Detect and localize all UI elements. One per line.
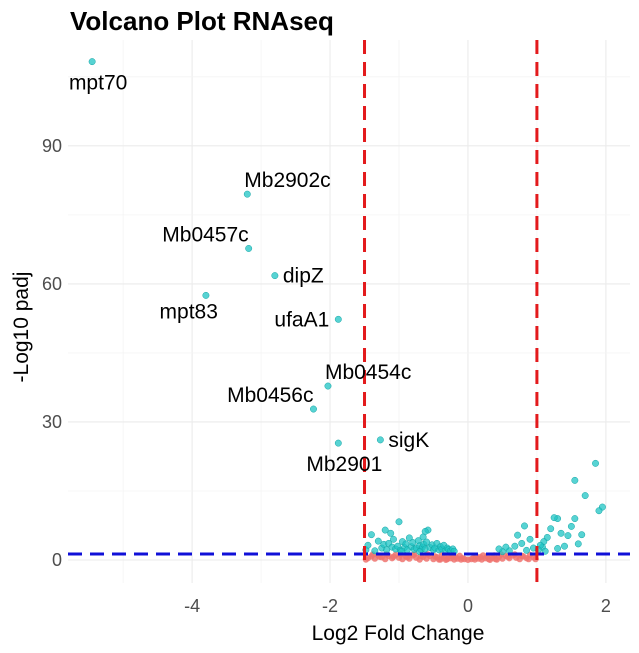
point-significant	[405, 534, 413, 542]
point-not-significant	[479, 552, 487, 559]
point-significant	[564, 532, 572, 540]
chart-title: Volcano Plot RNAseq	[70, 6, 334, 36]
x-tick-label: -4	[184, 596, 200, 616]
x-tick-label: 2	[601, 596, 611, 616]
gene-label-Mb2902c: Mb2902c	[244, 169, 330, 192]
point-labeled-sigK	[376, 436, 384, 444]
point-significant	[390, 535, 397, 543]
gene-label-mpt70: mpt70	[69, 72, 127, 95]
point-labeled-Mb0457c	[245, 245, 253, 252]
point-labeled-Mb2902c	[243, 190, 251, 198]
point-significant	[395, 518, 403, 526]
point-labeled-mpt83	[202, 291, 210, 299]
gene-label-Mb0456c: Mb0456c	[227, 384, 313, 407]
gene-label-sigK: sigK	[388, 429, 429, 452]
point-significant	[595, 507, 603, 515]
point-significant	[574, 540, 582, 548]
point-significant	[550, 514, 558, 522]
gene-label-Mb0457c: Mb0457c	[162, 223, 248, 246]
point-significant	[554, 545, 562, 552]
point-significant	[371, 547, 379, 555]
point-significant	[374, 537, 382, 545]
gene-label-mpt83: mpt83	[160, 300, 218, 323]
x-tick-label: 0	[463, 596, 473, 616]
point-not-significant	[390, 553, 397, 560]
point-not-significant	[525, 555, 532, 563]
point-significant	[364, 541, 372, 549]
point-significant	[423, 538, 431, 546]
point-significant	[381, 526, 389, 534]
gene-label-dipZ: dipZ	[283, 265, 324, 288]
y-axis-label: -Log10 padj	[10, 272, 33, 383]
point-significant	[523, 546, 531, 554]
point-significant	[526, 535, 534, 543]
grid	[68, 40, 630, 583]
gene-label-Mb2901: Mb2901	[306, 453, 382, 476]
point-significant	[387, 529, 395, 537]
point-not-significant	[456, 552, 463, 560]
point-labeled-dipZ	[271, 272, 279, 280]
point-labeled-ufaA1	[334, 315, 342, 323]
point-not-significant	[486, 556, 494, 563]
point-significant	[367, 531, 375, 539]
point-significant	[557, 529, 565, 537]
point-significant	[567, 522, 575, 530]
point-not-significant	[493, 556, 501, 563]
point-labeled-mpt70	[88, 58, 96, 66]
point-labeled-Mb2901	[334, 439, 342, 447]
threshold-lines	[68, 40, 630, 583]
point-labeled-Mb0456c	[310, 405, 317, 413]
x-axis-label: Log2 Fold Change	[312, 622, 485, 645]
gene-label-Mb0454c: Mb0454c	[325, 361, 411, 384]
point-labeled-Mb0454c	[324, 382, 332, 390]
tick-labels: -4 -2 0 2 0 30 60 90	[42, 136, 611, 616]
point-significant	[571, 476, 579, 484]
point-significant	[502, 543, 510, 551]
y-tick-label: 30	[42, 412, 62, 432]
point-not-significant	[404, 554, 411, 561]
y-tick-label: 60	[42, 274, 62, 294]
point-significant	[592, 459, 599, 467]
x-tick-label: -2	[322, 596, 338, 616]
point-significant	[581, 492, 589, 500]
point-significant	[419, 533, 427, 541]
point-not-significant	[442, 556, 450, 563]
point-significant	[511, 542, 519, 550]
y-tick-label: 0	[52, 550, 62, 570]
point-significant	[495, 545, 503, 553]
point-significant	[521, 522, 528, 530]
point-not-significant	[435, 556, 443, 563]
point-significant	[547, 525, 555, 533]
gene-label-ufaA1: ufaA1	[274, 308, 329, 331]
point-significant	[578, 531, 586, 539]
y-tick-label: 90	[42, 136, 62, 156]
points-layer	[88, 58, 606, 563]
gene-labels: mpt70 Mb2902c Mb0457c dipZ mpt83 ufaA1 Mb0454c…	[69, 72, 429, 476]
point-significant	[571, 515, 579, 523]
point-significant	[518, 539, 526, 547]
point-not-significant	[410, 551, 418, 558]
point-significant	[514, 531, 522, 539]
point-significant	[561, 542, 568, 550]
